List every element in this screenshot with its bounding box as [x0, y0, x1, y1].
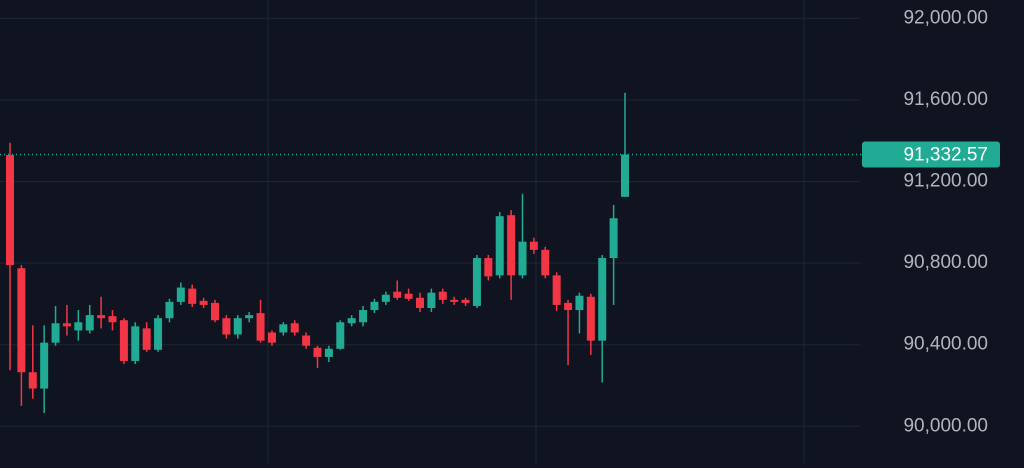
candle-body: [416, 297, 424, 308]
candle-body: [472, 258, 481, 306]
y-tick-label: 91,600.00: [903, 89, 988, 110]
candle-body: [290, 323, 299, 333]
candle-body: [621, 154, 629, 197]
candle-body: [51, 323, 60, 343]
candle-body: [17, 268, 26, 373]
candle-body: [28, 372, 37, 389]
candle-body: [552, 275, 561, 305]
candle-body: [450, 299, 459, 302]
candle-body: [279, 324, 288, 333]
candle-body: [245, 315, 254, 319]
candle-body: [74, 322, 83, 331]
candle-body: [256, 313, 265, 341]
candle-body: [609, 218, 618, 259]
candle-body: [97, 315, 106, 319]
candle-body: [541, 249, 550, 276]
candle-body: [529, 241, 538, 250]
candle-body: [222, 318, 231, 335]
candle-body: [62, 323, 71, 327]
candle-body: [575, 295, 584, 311]
candle-body: [370, 301, 379, 311]
candle-body: [302, 335, 311, 346]
candle-body: [6, 155, 14, 266]
candle-body: [119, 320, 128, 362]
candle-body: [165, 301, 174, 319]
last-price-label: 91,332.57: [903, 145, 988, 166]
candle-body: [507, 215, 516, 276]
candle-body: [381, 294, 390, 302]
candle-body: [199, 300, 208, 305]
candle-body: [598, 258, 607, 341]
candle-body: [233, 318, 242, 335]
candle-body: [85, 315, 94, 331]
candle-body: [393, 291, 402, 298]
candle-body: [131, 326, 140, 362]
candle-body: [438, 291, 447, 300]
candle-body: [495, 216, 504, 276]
candle-body: [313, 347, 322, 357]
candle-body: [404, 293, 413, 299]
candle-body: [518, 241, 527, 276]
candle-body: [586, 296, 595, 341]
candle-body: [267, 332, 276, 343]
candle-body: [564, 302, 573, 311]
candle-body: [461, 299, 470, 303]
candle-body: [211, 302, 219, 321]
candle-body: [188, 288, 197, 304]
y-tick-label: 90,800.00: [903, 252, 988, 273]
y-tick-label: 90,400.00: [903, 334, 988, 355]
candle-body: [142, 328, 151, 350]
candle-body: [336, 322, 345, 349]
y-tick-label: 92,000.00: [903, 7, 988, 28]
candle-body: [347, 318, 356, 324]
candle-body: [108, 316, 117, 323]
y-tick-label: 90,000.00: [903, 415, 988, 436]
candle-body: [324, 348, 333, 357]
candle-body: [359, 310, 368, 323]
candle-body: [154, 318, 163, 350]
candle-body: [427, 292, 436, 308]
last-price-tag: [862, 141, 1000, 168]
candle-body: [40, 342, 49, 389]
y-tick-label: 91,200.00: [903, 171, 988, 192]
candle-body: [176, 287, 185, 302]
candle-body: [484, 258, 493, 277]
